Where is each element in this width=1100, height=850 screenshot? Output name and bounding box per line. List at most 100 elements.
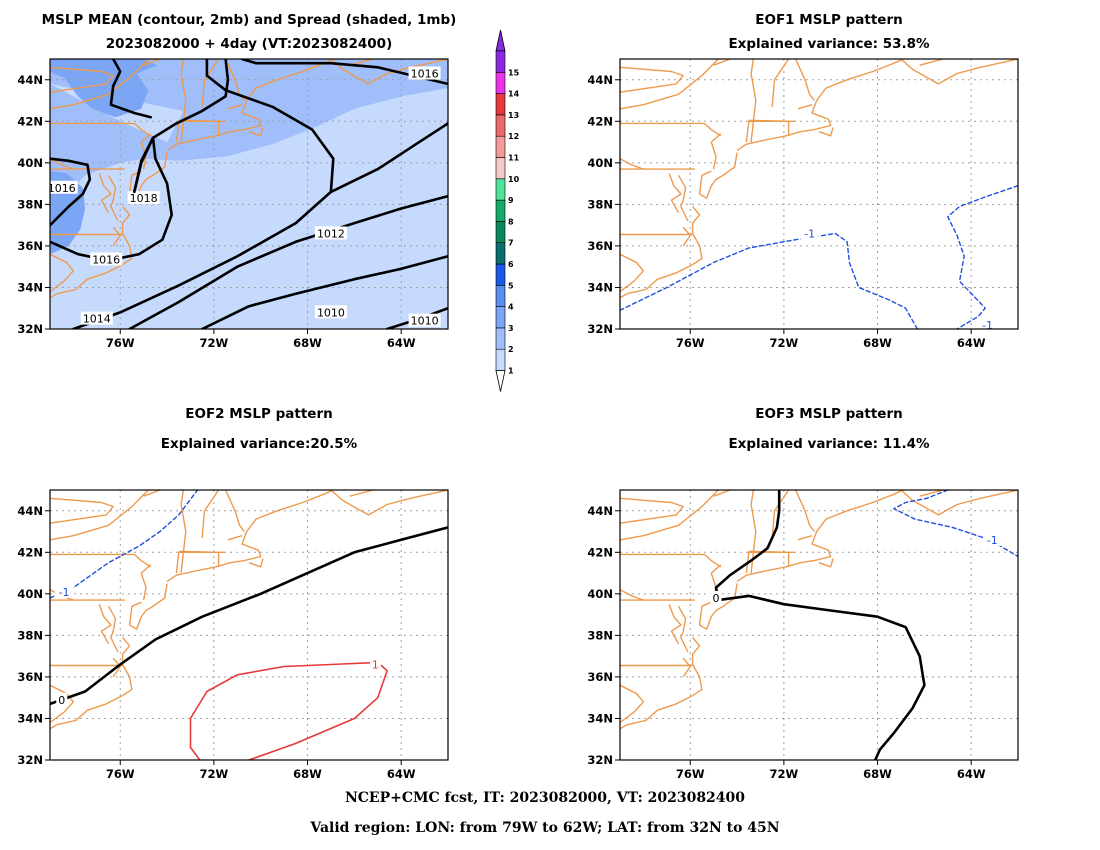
- coastline-9: [771, 59, 790, 107]
- contour-label: 1018: [130, 192, 158, 205]
- coastline-10: [224, 59, 245, 101]
- coastline-0: [50, 490, 149, 541]
- colorbar-cell-14: [495, 72, 506, 94]
- contour-label: 1016: [48, 182, 76, 195]
- panel-eof3: 0 -1 76W 72W 68W 64W 32N 34N 36N 38N 40N 42N 44N: [587, 489, 1019, 781]
- coastline-20: [143, 59, 161, 66]
- contour-label-bg: [408, 66, 441, 80]
- coastline-23: [248, 127, 264, 137]
- coastline-11: [227, 104, 243, 110]
- contour-mslp-3: [240, 59, 448, 86]
- coastline-16: [107, 174, 119, 222]
- panel-mslp-mean-spread: 1016 1016 1016 1018 1014 1012 1010 1010 76W 72W 68…: [17, 58, 449, 350]
- contour-mslp-2: [50, 136, 173, 262]
- coastline-6: [620, 684, 645, 724]
- coastline-9: [201, 59, 220, 107]
- panel-4-title-line2: Explained variance: 11.4%: [728, 436, 930, 452]
- coastline-6: [50, 684, 75, 724]
- coastline-21: [900, 490, 1018, 516]
- x-tick-label: 68W: [863, 767, 892, 781]
- contour-mslp-8: [128, 194, 448, 329]
- coastline-18: [620, 637, 703, 730]
- coastline-2: [620, 122, 722, 137]
- y-tick-label: 36N: [587, 239, 613, 253]
- x-tick-label: 64W: [387, 767, 416, 781]
- coastline-6: [620, 253, 645, 293]
- x-tick-label: 64W: [387, 336, 416, 350]
- colorbar-label: 12: [508, 132, 519, 141]
- colorbar-cell-8: [495, 199, 506, 222]
- x-tick-label: 68W: [863, 336, 892, 350]
- coastline-7: [736, 490, 904, 582]
- coastline-17: [668, 172, 682, 214]
- y-tick-label: 38N: [17, 628, 43, 642]
- y-tick-label: 38N: [17, 197, 43, 211]
- coastline-7: [166, 59, 334, 151]
- contour-mslp-1: [109, 59, 152, 119]
- coastline-14: [698, 152, 738, 199]
- coastline-2: [50, 122, 152, 137]
- coastline-21: [330, 490, 448, 516]
- colorbar-label: 6: [508, 260, 514, 269]
- coastline-10: [794, 490, 815, 532]
- x-tick-label: 76W: [106, 767, 135, 781]
- y-tick-label: 36N: [17, 239, 43, 253]
- panel-3-title-line1: EOF2 MSLP pattern: [185, 406, 332, 422]
- contour-label: 1016: [411, 68, 439, 81]
- coastline-7: [736, 59, 904, 151]
- contour-label: -1: [59, 586, 70, 599]
- contour-mslp-9: [200, 255, 448, 329]
- coastline-0: [620, 490, 719, 541]
- coastline-17: [668, 603, 682, 645]
- contour-label: 1010: [317, 306, 345, 319]
- coastline-16: [677, 605, 689, 653]
- contour-label: 0: [712, 592, 719, 605]
- contour-label-bg: [978, 317, 997, 329]
- colorbar-cell-5: [495, 263, 506, 286]
- coastline-21: [900, 59, 1018, 85]
- y-tick-label: 32N: [587, 322, 613, 336]
- contour-label: 1: [372, 658, 379, 671]
- coastline-1: [620, 497, 684, 524]
- y-tick-label: 44N: [17, 73, 43, 87]
- panel-1-title-line1: MSLP MEAN (contour, 2mb) and Spread (sha…: [42, 12, 457, 28]
- colorbar-label: 5: [508, 281, 514, 290]
- contour-neg-2: [50, 490, 199, 599]
- contour-label: -1: [982, 319, 993, 332]
- colorbar-label: 2: [508, 345, 514, 354]
- contour-label: 1010: [411, 315, 439, 328]
- contour-label-bg: [983, 532, 1002, 546]
- contour-label: 1016: [92, 253, 120, 266]
- colorbar-label: 9: [508, 196, 514, 205]
- coastline-18: [620, 206, 703, 299]
- y-tick-label: 42N: [17, 114, 43, 128]
- coastline-13: [745, 551, 796, 574]
- x-tick-label: 76W: [676, 336, 705, 350]
- footer-valid-region: Valid region: LON: from 79W to 62W; LAT:…: [309, 820, 779, 836]
- coastline-14: [128, 583, 168, 630]
- coastline-9: [201, 490, 220, 538]
- panel-1-title-line2: 2023082000 + 4day (VT:2023082400): [106, 36, 393, 52]
- x-tick-label: 72W: [200, 767, 229, 781]
- coastline-19: [112, 657, 121, 678]
- contour-label: -1: [987, 534, 998, 547]
- colorbar-cell-12: [495, 114, 506, 137]
- coastline-19: [682, 657, 691, 678]
- coastline-1: [50, 497, 114, 524]
- y-tick-label: 34N: [17, 711, 43, 725]
- coastline-18: [50, 206, 133, 299]
- coastline-22: [919, 490, 944, 497]
- contour-mslp-0: [50, 157, 92, 227]
- y-tick-label: 34N: [587, 280, 613, 294]
- contour-mslp-5: [133, 59, 230, 194]
- coastline-5: [50, 158, 74, 170]
- coastline-21: [330, 59, 448, 85]
- contour-label: 0: [58, 694, 65, 707]
- panel-4-title-line1: EOF3 MSLP pattern: [755, 406, 902, 422]
- coastline-6: [50, 253, 75, 293]
- y-tick-label: 44N: [587, 73, 613, 87]
- colorbar-cell-2: [495, 327, 506, 350]
- colorbar-top-arrow: [495, 29, 506, 52]
- contour-label-bg: [408, 313, 441, 327]
